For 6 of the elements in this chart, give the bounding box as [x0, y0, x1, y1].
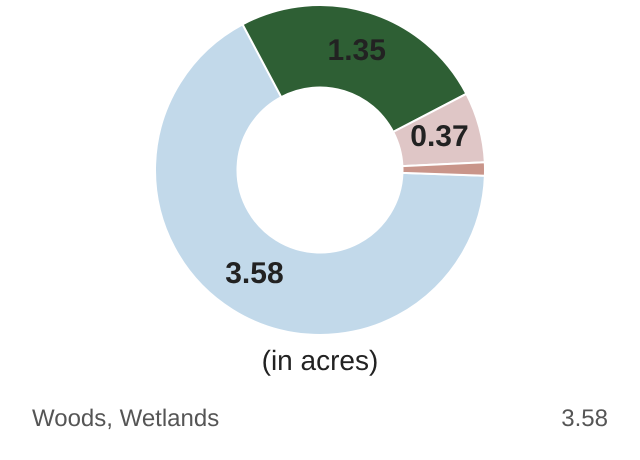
- text: (in acres): [260, 345, 380, 377]
- text: 3.58: [561, 405, 608, 433]
- data-label: 0.37: [410, 120, 469, 154]
- text: Woods, Wetlands: [32, 405, 220, 433]
- data-label: 1.35: [328, 34, 386, 68]
- data-label: 3.58: [225, 257, 284, 290]
